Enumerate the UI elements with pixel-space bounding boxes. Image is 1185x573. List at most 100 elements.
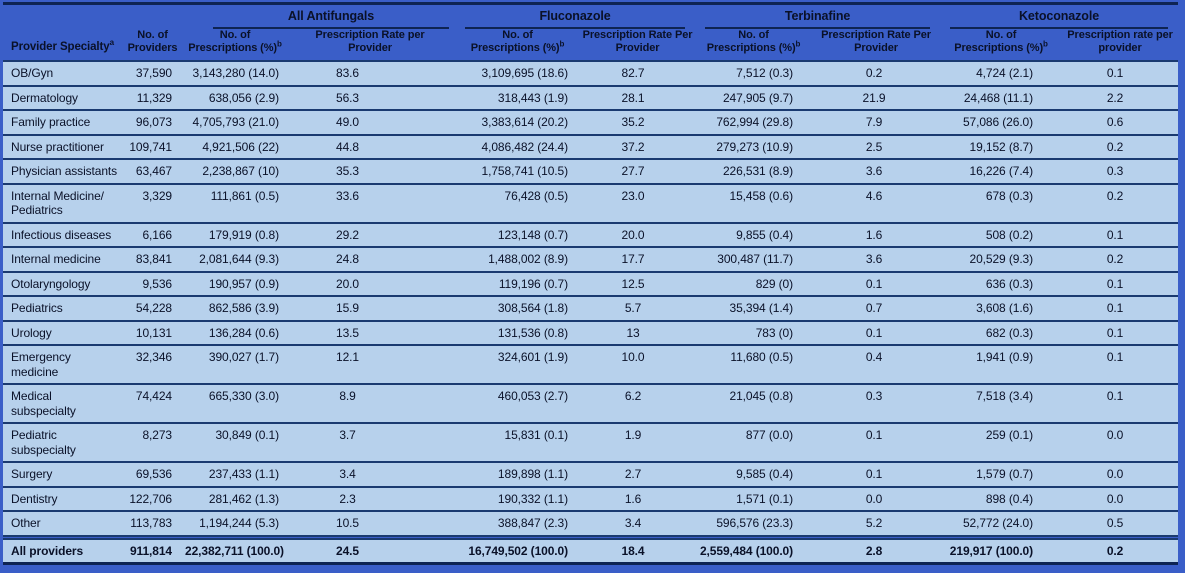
cell-rx: 1,194,244 (5.3) <box>185 510 285 537</box>
cell-providers: 63,467 <box>120 158 185 184</box>
cell-rate: 12.1 <box>285 344 456 384</box>
cell-rate: 37.2 <box>580 133 696 159</box>
cell-rate: 0.3 <box>812 383 941 423</box>
group-header-terbinafine: Terbinafine <box>695 4 940 29</box>
footnote-marker-b: b <box>795 39 801 49</box>
column-header-all-antifungals-rate: Prescription Rate per Provider <box>315 29 425 54</box>
cell-rx: 898 (0.4) <box>940 485 1063 511</box>
cell-rx: 4,705,793 (21.0) <box>185 109 285 135</box>
cell-rx: 111,861 (0.5) <box>185 182 285 223</box>
cell-rate: 82.7 <box>580 60 696 86</box>
cell-rx: 7,512 (0.3) <box>695 60 813 86</box>
cell-specialty: Dermatology <box>3 84 120 110</box>
cell-rx: 1,571 (0.1) <box>695 485 813 511</box>
cell-rx: 22,382,711 (100.0) <box>185 534 285 564</box>
table-row: Other 113,783 1,194,244 (5.3) 10.5 388,847 (… <box>3 510 1179 537</box>
cell-rx: 189,898 (1.1) <box>455 461 581 487</box>
cell-rate: 28.1 <box>580 84 696 110</box>
cell-specialty: Emergency medicine <box>3 344 120 384</box>
cell-rx: 762,994 (29.8) <box>695 109 813 135</box>
table-row: Physician assistants 63,467 2,238,867 (10)… <box>3 158 1179 184</box>
sub-header-row: No. of Prescriptions (%)b Prescription R… <box>3 29 1178 61</box>
group-header-ketoconazole: Ketoconazole <box>940 4 1178 29</box>
table-row: Emergency medicine 32,346 390,027 (1.7) 12.… <box>3 344 1179 384</box>
cell-rate: 56.3 <box>285 84 456 110</box>
cell-rx: 190,332 (1.1) <box>455 485 581 511</box>
column-header-no-of-providers: No. of Providers <box>127 29 178 54</box>
cell-specialty: Surgery <box>3 461 120 487</box>
table-row: Otolaryngology 9,536 190,957 (0.9) 20.0 119,… <box>3 270 1179 296</box>
group-header-fluconazole: Fluconazole <box>455 4 695 29</box>
table-row: Dermatology 11,329 638,056 (2.9) 56.3 318,44… <box>3 84 1179 110</box>
table-row: Internal Medicine/ Pediatrics 3,329 111,86… <box>3 182 1179 223</box>
cell-specialty: Physician assistants <box>3 158 120 184</box>
cell-rx: 4,724 (2.1) <box>940 60 1063 86</box>
cell-rate: 49.0 <box>285 109 456 135</box>
column-header-fluconazole-prescriptions: No. of Prescriptions (%)b <box>470 29 565 54</box>
cell-rx: 219,917 (100.0) <box>940 534 1063 564</box>
footnote-marker-b: b <box>1043 39 1048 49</box>
cell-providers: 122,706 <box>120 485 185 511</box>
cell-rx: 119,196 (0.7) <box>455 270 581 296</box>
cell-rate: 18.4 <box>580 534 696 564</box>
cell-specialty: Internal medicine <box>3 246 120 272</box>
cell-rate: 2.7 <box>580 461 696 487</box>
column-header-ketoconazole-rate: Prescription rate per provider <box>1067 29 1173 54</box>
cell-specialty: Pediatric subspecialty <box>3 422 120 462</box>
column-header-terbinafine-rate: Prescription Rate Per Provider <box>821 29 931 54</box>
cell-rx: 21,045 (0.8) <box>695 383 813 423</box>
cell-rate: 1.6 <box>812 221 941 247</box>
cell-rate: 1.9 <box>580 422 696 462</box>
cell-rx: 281,462 (1.3) <box>185 485 285 511</box>
column-header-fluconazole-rate: Prescription Rate Per Provider <box>582 29 693 54</box>
cell-rate: 83.6 <box>285 60 456 86</box>
cell-rx: 52,772 (24.0) <box>940 510 1063 537</box>
cell-rx: 300,487 (11.7) <box>695 246 813 272</box>
cell-rate: 0.1 <box>1062 270 1179 296</box>
cell-rx: 30,849 (0.1) <box>185 422 285 462</box>
cell-rate: 4.6 <box>812 182 941 223</box>
cell-rx: 20,529 (9.3) <box>940 246 1063 272</box>
table-row: Family practice 96,073 4,705,793 (21.0) 49.… <box>3 109 1179 135</box>
table-row: OB/Gyn 37,590 3,143,280 (14.0) 83.6 3,109,69… <box>3 60 1179 86</box>
cell-rate: 5.2 <box>812 510 941 537</box>
cell-providers: 10,131 <box>120 319 185 345</box>
cell-rate: 2.2 <box>1062 84 1179 110</box>
cell-rx: 179,919 (0.8) <box>185 221 285 247</box>
cell-rate: 33.6 <box>285 182 456 223</box>
cell-rx: 2,081,644 (9.3) <box>185 246 285 272</box>
cell-providers: 96,073 <box>120 109 185 135</box>
cell-rx: 9,855 (0.4) <box>695 221 813 247</box>
cell-rate: 0.1 <box>1062 383 1179 423</box>
cell-rate: 17.7 <box>580 246 696 272</box>
cell-specialty: Family practice <box>3 109 120 135</box>
cell-rate: 6.2 <box>580 383 696 423</box>
cell-rate: 3.7 <box>285 422 456 462</box>
cell-rate: 0.5 <box>1062 510 1179 537</box>
column-header-ketoconazole-prescriptions: No. of Prescriptions (%)b <box>954 29 1048 54</box>
cell-rate: 35.2 <box>580 109 696 135</box>
cell-rx: 9,585 (0.4) <box>695 461 813 487</box>
cell-rate: 0.2 <box>812 60 941 86</box>
cell-rx: 324,601 (1.9) <box>455 344 581 384</box>
cell-rate: 0.6 <box>1062 109 1179 135</box>
cell-specialty: Internal Medicine/ Pediatrics <box>3 182 120 223</box>
table-row: Infectious diseases 6,166 179,919 (0.8) 29.… <box>3 221 1179 247</box>
cell-rx: 16,226 (7.4) <box>940 158 1063 184</box>
cell-providers: 54,228 <box>120 295 185 321</box>
cell-rx: 3,143,280 (14.0) <box>185 60 285 86</box>
table-row: Pediatric subspecialty 8,273 30,849 (0.1) 3… <box>3 422 1179 462</box>
cell-rx: 3,109,695 (18.6) <box>455 60 581 86</box>
cell-rx: 508 (0.2) <box>940 221 1063 247</box>
cell-rate: 29.2 <box>285 221 456 247</box>
cell-specialty: Urology <box>3 319 120 345</box>
cell-rate: 0.2 <box>1062 133 1179 159</box>
cell-rx: 57,086 (26.0) <box>940 109 1063 135</box>
cell-rate: 20.0 <box>580 221 696 247</box>
cell-rate: 12.5 <box>580 270 696 296</box>
cell-rate: 3.6 <box>812 158 941 184</box>
cell-rx: 829 (0) <box>695 270 813 296</box>
cell-rate: 0.1 <box>812 422 941 462</box>
cell-rx: 862,586 (3.9) <box>185 295 285 321</box>
cell-rate: 24.5 <box>285 534 456 564</box>
